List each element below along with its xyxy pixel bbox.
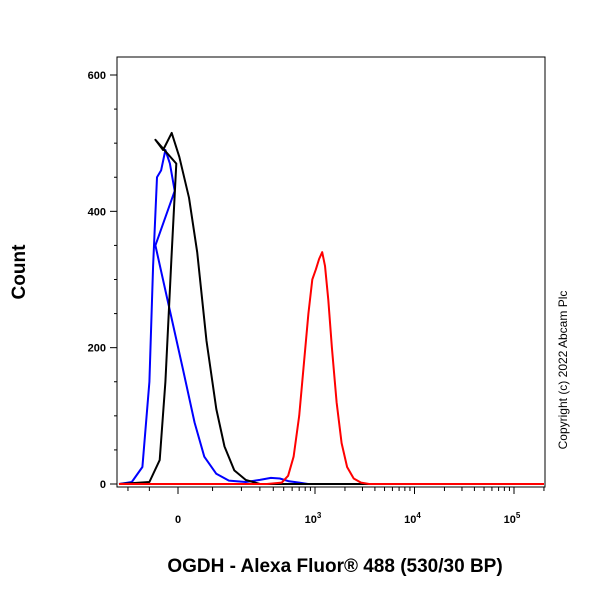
x-tick-exponent: 4: [416, 511, 421, 520]
y-axis-title: Count: [9, 244, 30, 300]
histogram-line-3: [119, 251, 544, 485]
x-tick-exponent: 3: [317, 511, 322, 520]
y-tick-label: 600: [88, 70, 106, 82]
x-tick-label: 0: [175, 514, 181, 526]
copyright-watermark: Copyright (c) 2022 Abcam Plc: [556, 291, 570, 450]
x-axis-title: OGDH - Alexa Fluor® 488 (530/30 BP): [167, 556, 502, 577]
plot-frame: [116, 56, 546, 488]
y-tick-label: 200: [88, 343, 106, 355]
histogram-line-2: [118, 131, 544, 485]
y-tick-label: 0: [100, 479, 106, 491]
x-tick-exponent: 5: [516, 511, 521, 520]
series-layer: [118, 131, 544, 485]
histogram-line-1: [118, 149, 544, 485]
y-tick-label: 400: [88, 206, 106, 218]
